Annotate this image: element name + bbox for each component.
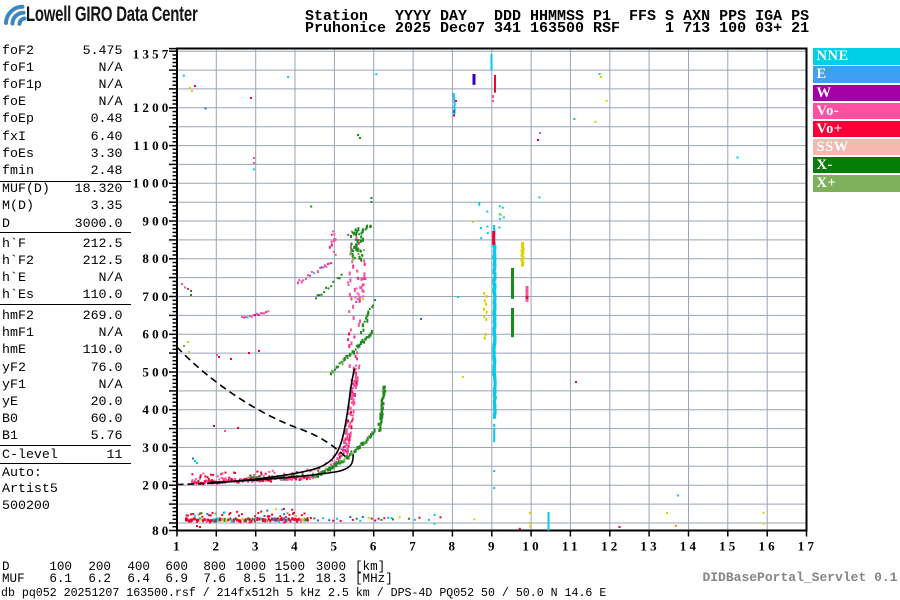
svg-text:800: 800: [142, 251, 171, 266]
svg-text:6: 6: [370, 539, 380, 554]
svg-text:9: 9: [488, 539, 498, 554]
svg-text:17: 17: [798, 539, 817, 554]
svg-text:8: 8: [449, 539, 459, 554]
svg-text:1200: 1200: [133, 100, 172, 115]
svg-text:1000: 1000: [133, 176, 172, 191]
svg-text:2: 2: [212, 539, 222, 554]
svg-text:600: 600: [142, 327, 171, 342]
svg-text:80: 80: [152, 523, 171, 538]
svg-text:4: 4: [291, 539, 301, 554]
svg-text:10: 10: [522, 539, 541, 554]
svg-text:500: 500: [142, 364, 171, 379]
svg-text:3: 3: [252, 539, 262, 554]
svg-text:12: 12: [601, 539, 620, 554]
svg-text:11: 11: [562, 539, 581, 554]
svg-text:5: 5: [331, 539, 341, 554]
svg-text:14: 14: [680, 539, 699, 554]
svg-text:7: 7: [409, 539, 419, 554]
svg-text:1357: 1357: [133, 47, 172, 62]
svg-text:1: 1: [173, 539, 183, 554]
svg-text:15: 15: [719, 539, 738, 554]
svg-text:16: 16: [758, 539, 777, 554]
svg-text:200: 200: [142, 478, 171, 493]
svg-text:13: 13: [640, 539, 659, 554]
svg-text:300: 300: [142, 440, 171, 455]
svg-text:700: 700: [142, 289, 171, 304]
svg-text:900: 900: [142, 213, 171, 228]
svg-text:400: 400: [142, 402, 171, 417]
svg-text:1100: 1100: [133, 138, 171, 153]
